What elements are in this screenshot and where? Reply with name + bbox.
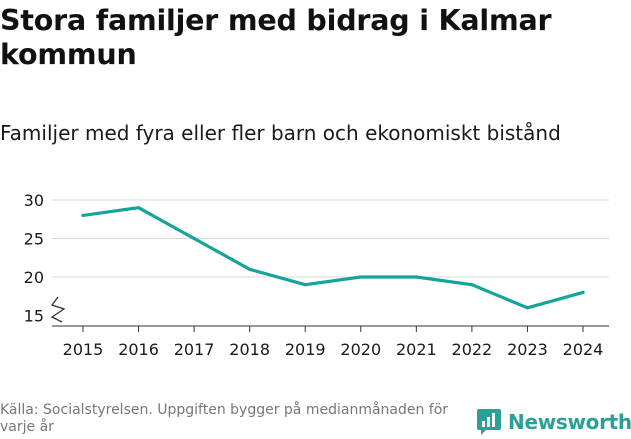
x-tick-label-2016: 2016 <box>118 340 159 359</box>
x-tick-label-2024: 2024 <box>563 340 604 359</box>
data-point-2017 <box>192 236 196 241</box>
x-tick-label-2023: 2023 <box>507 340 548 359</box>
x-tick-label-2022: 2022 <box>452 340 493 359</box>
x-tick-label-2015: 2015 <box>63 340 104 359</box>
y-tick-label-30: 30 <box>24 191 44 210</box>
data-point-2024 <box>581 290 585 294</box>
data-point-2016 <box>136 206 141 210</box>
source-note: Källa: Socialstyrelsen. Uppgiften bygger… <box>0 402 449 435</box>
x-tick-label-2020: 2020 <box>340 340 381 359</box>
brand-label: Newsworthy <box>508 410 631 434</box>
x-tick-label-2021: 2021 <box>396 340 437 359</box>
x-tick-label-2017: 2017 <box>174 340 215 359</box>
series-layer <box>81 206 585 310</box>
y-tick-label-25: 25 <box>24 230 44 249</box>
axis-break-icon <box>50 296 66 323</box>
newsworthy-logo[interactable]: Newsworthy <box>476 408 631 436</box>
data-point-2020 <box>359 275 363 279</box>
x-tick-label-2018: 2018 <box>229 340 270 359</box>
y-tick-label-20: 20 <box>24 268 44 287</box>
data-point-2018 <box>248 267 252 271</box>
line-chart: 15 20 25 30 2015 2016 2017 2018 2019 2020 2021 202… <box>24 191 609 359</box>
data-point-2019 <box>303 283 307 287</box>
x-axis: 2015 2016 2017 2018 2019 2020 2021 2022 2023 2024 <box>52 325 609 359</box>
chart-subtitle: Familjer med fyra eller fler barn och ek… <box>0 121 561 145</box>
series-line-0 <box>81 206 585 310</box>
data-point-2021 <box>414 275 418 279</box>
y-axis: 15 20 25 30 <box>24 191 66 326</box>
data-point-2023 <box>525 306 530 310</box>
data-point-2022 <box>470 283 474 287</box>
data-point-2015 <box>81 213 85 217</box>
chart-title: Stora familjer med bidrag i Kalmar kommu… <box>0 4 552 71</box>
y-tick-label-15: 15 <box>24 307 44 326</box>
x-tick-label-2019: 2019 <box>285 340 326 359</box>
grid-layer <box>52 199 609 278</box>
newsworthy-icon <box>477 409 501 435</box>
